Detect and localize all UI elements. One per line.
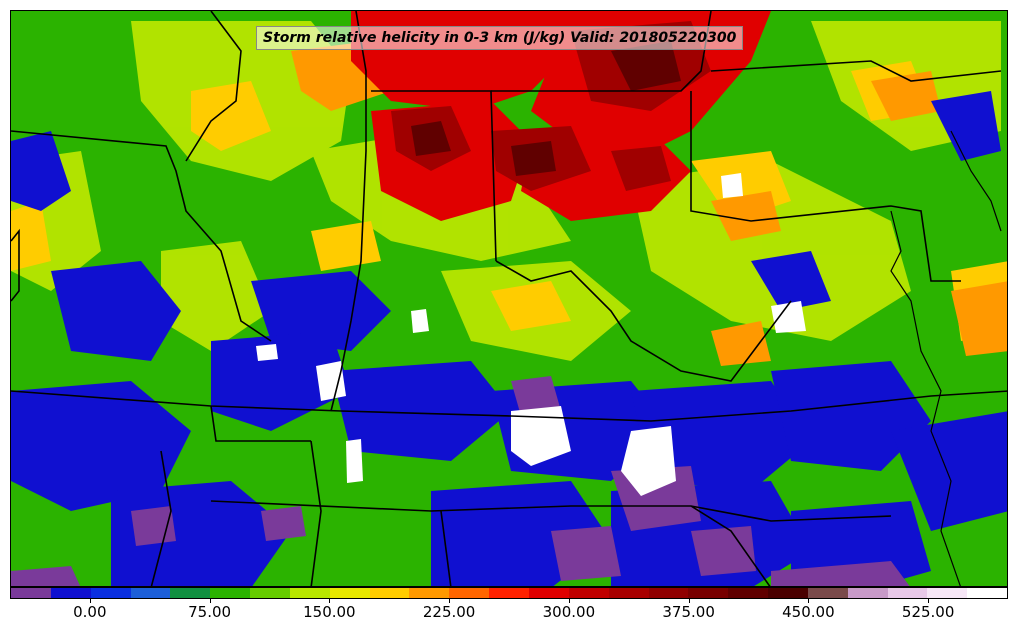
colorbar-tick-label: 150.00 [303, 603, 356, 621]
colorbar-tick [449, 599, 451, 603]
colorbar [10, 587, 1008, 599]
colorbar-tick [89, 599, 91, 603]
colorbar-tick [329, 599, 331, 603]
colorbar-segment [50, 588, 91, 598]
map-panel: Storm relative helicity in 0-3 km (J/kg)… [10, 10, 1008, 587]
colorbar-segment [887, 588, 928, 598]
map-title: Storm relative helicity in 0-3 km (J/kg)… [263, 30, 737, 46]
colorbar-tick [928, 599, 930, 603]
map-title-box: Storm relative helicity in 0-3 km (J/kg)… [256, 26, 744, 50]
colorbar-segment [210, 588, 251, 598]
colorbar-segment [728, 588, 769, 598]
field-white [256, 173, 806, 496]
colorbar-tick-label: 300.00 [542, 603, 596, 621]
colorbar-segment [329, 588, 370, 598]
colorbar-tick [568, 599, 570, 603]
colorbar-segment [489, 588, 529, 598]
colorbar-ticks [10, 599, 1008, 607]
colorbar-segment [688, 588, 729, 598]
colorbar-segment [449, 588, 490, 598]
colorbar-segment [608, 588, 649, 598]
colorbar-segment [409, 588, 450, 598]
colorbar-segment [568, 588, 609, 598]
colorbar-segment [170, 588, 211, 598]
colorbar-tick [688, 599, 690, 603]
colorbar-segment [130, 588, 171, 598]
colorbar-tick-label: 0.00 [73, 603, 107, 621]
colorbar-tick-label: 525.00 [901, 603, 955, 621]
colorbar-segment [927, 588, 968, 598]
colorbar-segment [847, 588, 888, 598]
colorbar-tick [808, 599, 810, 603]
colorbar-tick-label: 225.00 [422, 603, 476, 621]
colorbar-segment [90, 588, 131, 598]
colorbar-segment [369, 588, 410, 598]
colorbar-labels: 0.00 75.00 150.00 225.00 300.00 375.00 450.00 5… [10, 603, 1008, 627]
colorbar-segment [528, 588, 569, 598]
colorbar-segment [11, 588, 51, 598]
colorbar-segment [967, 588, 1008, 598]
helicity-map [11, 11, 1007, 586]
field-maroon [411, 41, 681, 176]
colorbar-segment [289, 588, 330, 598]
colorbar-segment [250, 588, 290, 598]
colorbar-tick [209, 599, 211, 603]
colorbar-tick-label: 375.00 [662, 603, 715, 621]
coastline [890, 130, 1002, 586]
colorbar-segment [768, 588, 808, 598]
colorbar-segment [648, 588, 689, 598]
colorbar-tick-label: 450.00 [782, 603, 835, 621]
colorbar-segment [807, 588, 848, 598]
colorbar-tick-label: 75.00 [188, 603, 232, 621]
